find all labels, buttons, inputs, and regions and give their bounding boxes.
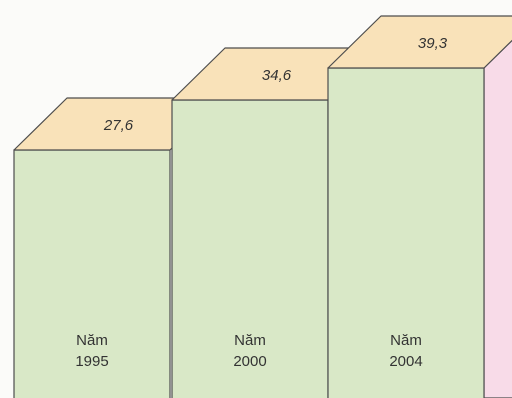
category-label: Năm 1995 — [75, 332, 108, 370]
category-label: Năm 2004 — [389, 332, 422, 370]
bar-top-face-2 — [327, 15, 512, 69]
data-label: 39,3 — [418, 35, 448, 52]
category-label: Năm 2000 — [233, 332, 266, 370]
data-label: 34,6 — [262, 67, 292, 84]
bar-side-face — [483, 39, 512, 398]
bar-front-2 — [327, 67, 485, 398]
data-label: 27,6 — [103, 117, 134, 134]
bar-front-0 — [13, 149, 171, 398]
